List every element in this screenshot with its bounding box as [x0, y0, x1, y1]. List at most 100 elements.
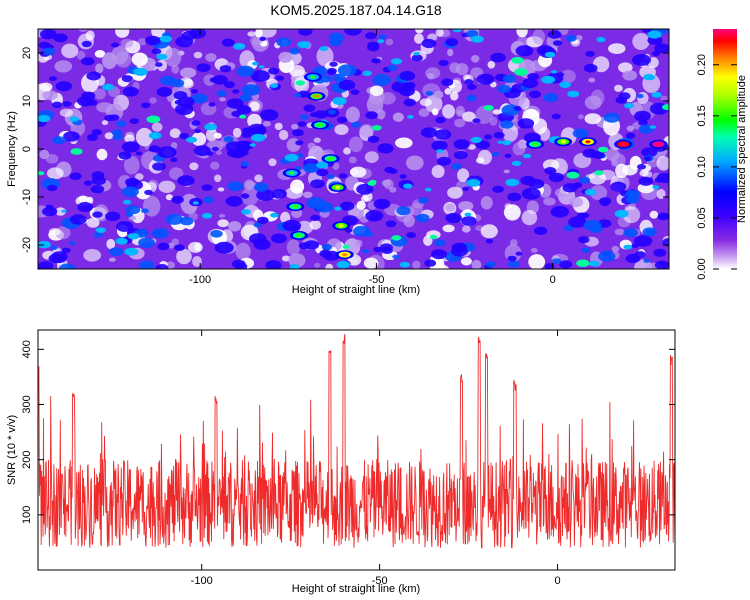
heatmap-noise-patch	[288, 253, 306, 268]
heatmap-cell	[90, 184, 105, 194]
heatmap-noise-patch	[45, 154, 59, 164]
heatmap-cell	[582, 148, 597, 158]
heatmap-cell	[508, 260, 520, 268]
heatmap-noise-patch	[291, 123, 299, 130]
heatmap-x-axis-label: Height of straight line (km)	[292, 284, 420, 296]
heatmap-cell	[241, 131, 252, 138]
heatmap-cell	[271, 189, 287, 199]
heatmap-peak	[522, 153, 532, 159]
heatmap-cell	[314, 110, 328, 119]
heatmap-feature-core	[317, 123, 323, 127]
heatmap-cell	[68, 241, 76, 246]
heatmap-noise-patch	[217, 219, 229, 228]
heatmap-noise-patch	[94, 50, 106, 58]
heatmap-peak	[127, 233, 140, 240]
heatmap-cell	[256, 189, 275, 201]
snr-y-tick-label: 200	[21, 450, 33, 468]
heatmap-cell	[543, 93, 559, 103]
heatmap-noise-patch	[521, 210, 538, 226]
heatmap-cell	[304, 240, 320, 250]
heatmap-cell	[295, 140, 304, 146]
colorbar-scale	[713, 29, 737, 269]
heatmap-cell	[445, 38, 459, 47]
snr-y-tick-label: 100	[21, 506, 33, 524]
heatmap-noise-patch	[447, 186, 463, 199]
heatmap-peak	[124, 247, 139, 256]
heatmap-peak	[614, 209, 629, 218]
heatmap-cell	[157, 242, 170, 251]
heatmap-noise-patch	[560, 69, 576, 84]
heatmap-peak	[544, 51, 556, 58]
heatmap-noise-patch	[588, 77, 596, 83]
heatmap-peak	[652, 185, 660, 190]
heatmap-feature-core	[328, 157, 334, 161]
heatmap-noise-patch	[59, 108, 73, 118]
heatmap-cell	[247, 123, 267, 136]
heatmap-cell	[378, 34, 387, 40]
heatmap-noise-patch	[235, 242, 251, 260]
heatmap-peak	[649, 125, 657, 129]
heatmap-noise-patch	[642, 171, 653, 178]
heatmap-cell	[271, 233, 287, 244]
heatmap-cell	[507, 255, 517, 262]
colorbar-tick-label: 0.20	[696, 54, 708, 75]
heatmap-noise-patch	[632, 33, 650, 50]
heatmap-cell	[507, 192, 522, 202]
heatmap-noise-patch	[213, 132, 222, 139]
heatmap-x-ticks: -100 -50 0	[189, 29, 556, 286]
heatmap-peak	[148, 132, 162, 140]
heatmap-feature-core	[560, 140, 566, 144]
heatmap-peak	[584, 188, 597, 196]
heatmap-peak	[241, 209, 251, 215]
heatmap-peak	[559, 81, 571, 88]
heatmap-cell	[367, 135, 380, 143]
heatmap-peak	[643, 73, 655, 81]
heatmap-noise-patch	[455, 105, 465, 117]
heatmap-noise-patch	[528, 254, 546, 269]
heatmap-cell	[141, 102, 151, 109]
heatmap-cell	[338, 79, 356, 91]
heatmap-feature-core	[585, 140, 591, 144]
heatmap-cell	[521, 187, 541, 200]
heatmap-noise-patch	[435, 29, 444, 37]
heatmap-noise-patch	[611, 245, 620, 253]
colorbar-tick-label: 0.05	[696, 207, 708, 228]
heatmap-noise-patch	[530, 248, 538, 253]
heatmap-cell	[411, 54, 423, 62]
heatmap-cell	[467, 84, 477, 90]
heatmap-cell	[497, 84, 511, 94]
heatmap-cell	[144, 189, 153, 196]
heatmap-noise-patch	[215, 150, 223, 155]
heatmap-cell	[155, 62, 163, 67]
heatmap-cell	[253, 222, 263, 228]
heatmap-peak	[662, 104, 669, 111]
heatmap-peak	[541, 75, 555, 84]
heatmap-cell	[598, 250, 616, 262]
heatmap-cell	[634, 110, 651, 122]
heatmap-noise-patch	[480, 224, 498, 239]
heatmap-noise-patch	[165, 194, 173, 201]
heatmap-noise-patch	[101, 120, 109, 126]
heatmap-noise-patch	[509, 239, 518, 247]
heatmap-cell	[224, 81, 235, 89]
heatmap-cell	[451, 246, 468, 257]
heatmap-peak	[551, 70, 558, 74]
heatmap-cell	[583, 63, 598, 73]
heatmap-noise-patch	[120, 38, 134, 48]
heatmap-y-tick-label: 0	[21, 146, 33, 152]
heatmap-peak	[297, 41, 311, 49]
heatmap-noise-patch	[660, 95, 668, 101]
heatmap-cell	[350, 89, 360, 95]
heatmap-cell	[365, 111, 378, 120]
heatmap-noise-patch	[415, 29, 424, 34]
heatmap-noise-patch	[135, 127, 154, 147]
heatmap-noise-patch	[259, 29, 277, 38]
heatmap-cell	[399, 174, 407, 179]
heatmap-cell	[631, 243, 639, 249]
heatmap-noise-patch	[460, 257, 472, 266]
heatmap-cell	[565, 34, 577, 42]
heatmap-peak	[316, 161, 329, 169]
colorbar: 0.00 0.05 0.10 0.15 0.20 Normalized spectral…	[696, 29, 748, 280]
heatmap-noise-patch	[149, 97, 157, 104]
heatmap-noise-patch	[191, 132, 207, 146]
